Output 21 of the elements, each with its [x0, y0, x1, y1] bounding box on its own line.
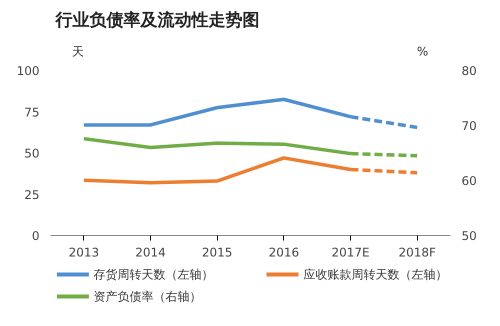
chart-title: 行业负债率及流动性走势图 [54, 10, 260, 30]
y-tick-label: 50 [24, 146, 40, 160]
y-tick-label: 75 [24, 105, 40, 120]
y2-tick-label: 80 [462, 64, 477, 78]
x-tick-label: 2013 [68, 246, 100, 260]
y-tick-label: 0 [32, 229, 40, 243]
legend-label: 资产负债率（右轴） [94, 290, 202, 304]
x-tick-label: 2015 [202, 246, 232, 260]
x-tick-label: 2018F [398, 246, 436, 260]
x-tick-label: 2016 [268, 246, 300, 260]
y2-tick-label: 70 [462, 119, 477, 133]
y2-tick-label: 50 [462, 229, 477, 243]
y-axis-title: 天 [72, 44, 84, 58]
y-tick-label: 100 [16, 64, 40, 78]
y2-tick-label: 60 [462, 174, 477, 188]
x-tick-label: 2017E [331, 246, 370, 260]
legend-label: 存货周转天数（左轴） [94, 268, 214, 282]
x-tick-label: 2014 [135, 246, 166, 260]
y-tick-label: 25 [24, 188, 40, 202]
y2-axis-title: % [416, 44, 428, 58]
legend-label: 应收账款周转天数（左轴） [303, 268, 448, 282]
